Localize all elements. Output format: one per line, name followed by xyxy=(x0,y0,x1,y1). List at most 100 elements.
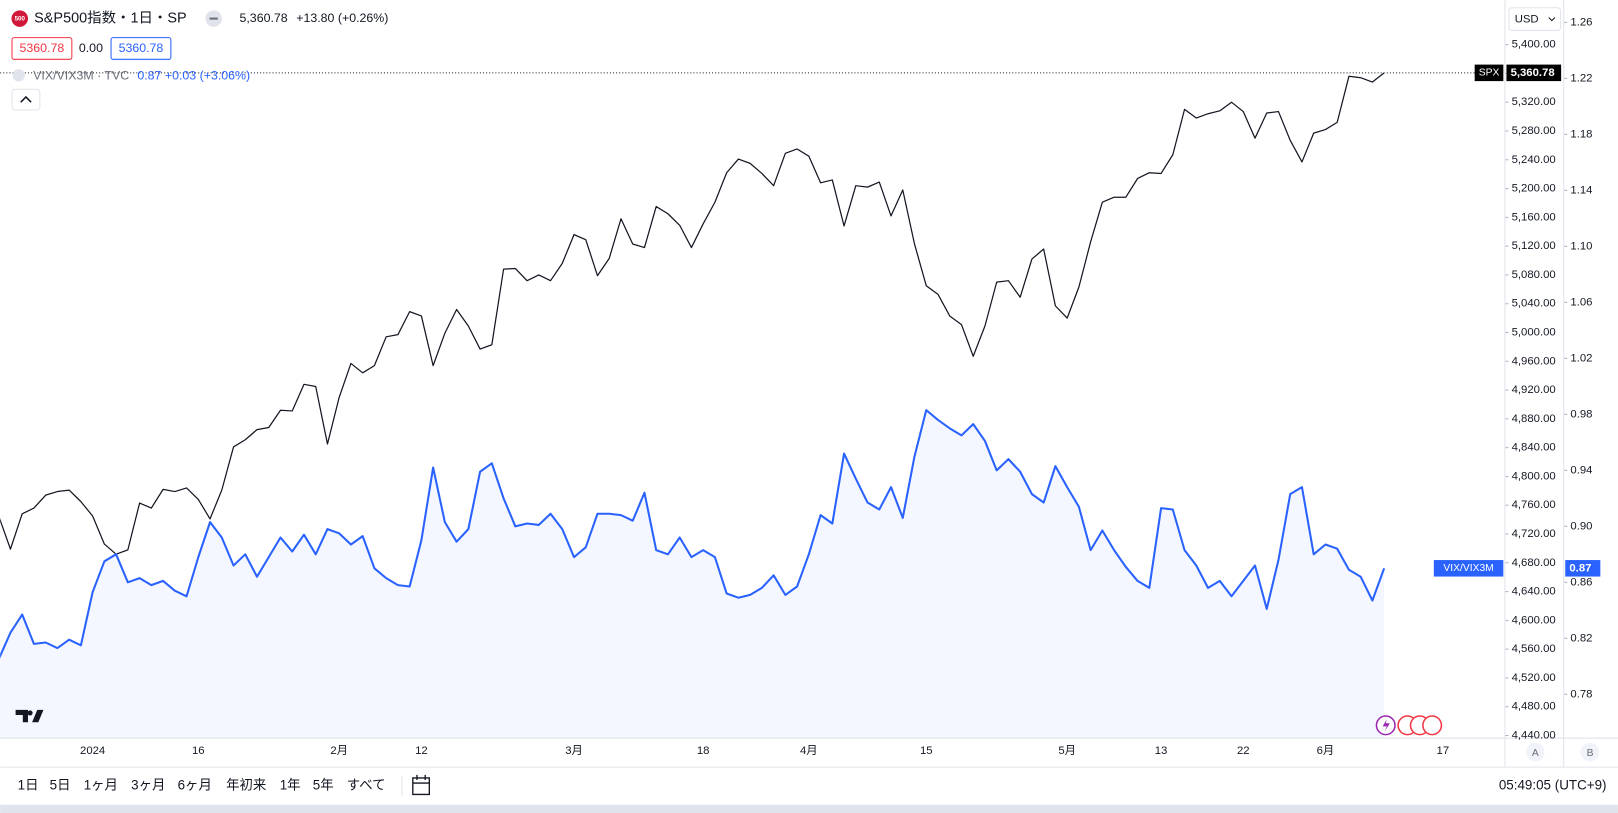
x-tick-label: 5月 xyxy=(1058,745,1076,757)
y-tick-label: 5,000.00 xyxy=(1512,326,1556,338)
x-tick-label: 13 xyxy=(1155,745,1168,757)
y-tick-label: 4,560.00 xyxy=(1512,643,1556,655)
series-tag xyxy=(1474,64,1504,82)
x-tick-label: 12 xyxy=(415,745,428,757)
range-button[interactable]: 5日 xyxy=(50,778,71,793)
y-tick-label: 4,880.00 xyxy=(1512,413,1556,425)
y-tick-label: 4,760.00 xyxy=(1512,499,1556,511)
ask-price: 5360.78 xyxy=(119,41,164,55)
y-tick-label: 5,320.00 xyxy=(1512,96,1556,108)
series-line xyxy=(0,72,1385,555)
y-tick-label: 4,920.00 xyxy=(1512,384,1556,396)
y2-tick-label: 1.06 xyxy=(1570,296,1592,308)
scale-button-label: B xyxy=(1587,748,1594,759)
plot-area xyxy=(0,72,1505,738)
bid-box[interactable] xyxy=(11,37,73,60)
y2-tick-label: 1.02 xyxy=(1570,352,1592,364)
range-button[interactable]: すべて xyxy=(347,778,386,793)
bottom-strip xyxy=(0,804,1618,813)
y2-tick-label: 0.90 xyxy=(1570,520,1592,532)
dropdown-caret xyxy=(1548,17,1556,22)
scale-button[interactable] xyxy=(1526,742,1545,762)
range-button[interactable]: 1年 xyxy=(280,778,301,793)
x-tick-label: 2月 xyxy=(330,745,348,757)
series-tag xyxy=(1433,560,1504,577)
y2-tick-label: 1.10 xyxy=(1570,240,1592,252)
last-value-label: 0.87 xyxy=(1569,562,1591,574)
tv-logo-dot xyxy=(27,710,33,716)
y-tick-label: 4,720.00 xyxy=(1512,528,1556,540)
price-change: +13.80 (+0.26%) xyxy=(296,11,388,25)
y2-tick-label: 0.94 xyxy=(1570,464,1592,476)
x-tick-label: 3月 xyxy=(565,745,583,757)
y2-tick-label: 0.78 xyxy=(1570,688,1592,700)
y2-tick-label: 0.82 xyxy=(1570,632,1592,644)
x-tick-label: 16 xyxy=(192,745,205,757)
y-tick-label: 4,600.00 xyxy=(1512,614,1556,626)
overlay-name[interactable]: VIX/VIX3M · TVC xyxy=(33,69,129,83)
range-button[interactable]: 年初来 xyxy=(226,778,266,793)
range-button[interactable]: 5年 xyxy=(313,778,334,793)
range-toolbar: 1日 5日 1ヶ月 3ヶ月 6ヶ月 年初来 1年 5年 すべて xyxy=(18,778,386,793)
y2-tick-label: 1.14 xyxy=(1570,184,1592,196)
range-button[interactable]: 6ヶ月 xyxy=(178,778,212,793)
last-price: 5,360.78 xyxy=(239,11,287,25)
y-tick-label: 5,120.00 xyxy=(1512,240,1556,252)
x-tick-label: 4月 xyxy=(800,745,818,757)
x-tick-label: 17 xyxy=(1437,745,1450,757)
last-value-box xyxy=(1506,64,1562,82)
currency-dropdown[interactable] xyxy=(1508,7,1562,31)
y-tick-label: 4,480.00 xyxy=(1512,701,1556,713)
range-button[interactable]: 3ヶ月 xyxy=(131,778,165,793)
scale-button[interactable] xyxy=(1580,742,1600,762)
y-tick-label: 5,280.00 xyxy=(1512,125,1556,137)
event-bolt xyxy=(1382,719,1390,732)
last-value-box xyxy=(1565,560,1601,577)
last-value-label: 5,360.78 xyxy=(1511,67,1555,79)
y-tick-label: 4,800.00 xyxy=(1512,470,1556,482)
symbol-icon xyxy=(11,10,28,27)
bid-price: 5360.78 xyxy=(20,41,65,55)
y2-tick-label: 0.86 xyxy=(1570,576,1592,588)
range-button[interactable]: 1ヶ月 xyxy=(84,778,118,793)
y-tick-label: 5,240.00 xyxy=(1512,154,1556,166)
clock: 05:49:05 (UTC+9) xyxy=(1499,778,1607,793)
minimize-icon xyxy=(209,17,218,20)
y2-tick-label: 1.18 xyxy=(1570,128,1592,140)
y-tick-label: 5,200.00 xyxy=(1512,183,1556,195)
y-tick-label: 4,680.00 xyxy=(1512,557,1556,569)
x-tick-label: 15 xyxy=(920,745,933,757)
x-tick-label: 18 xyxy=(697,745,710,757)
y-tick-label: 4,640.00 xyxy=(1512,586,1556,598)
collapse-button[interactable] xyxy=(11,88,41,111)
x-tick-label: 22 xyxy=(1237,745,1250,757)
flag-icon[interactable] xyxy=(1422,715,1443,736)
y2-tick-label: 1.26 xyxy=(1570,16,1592,28)
ask-box[interactable] xyxy=(110,37,172,60)
series-tag-label: SPX xyxy=(1479,68,1500,79)
range-button[interactable]: 1日 xyxy=(18,778,39,793)
y-tick-label: 4,520.00 xyxy=(1512,672,1556,684)
scale-button-label: A xyxy=(1532,748,1539,759)
y-tick-label: 4,960.00 xyxy=(1512,355,1556,367)
axes: 4,440.00 4,480.00 4,520.00 4,560.00 4,600.00… xyxy=(80,16,1592,757)
y-tick-label: 5,080.00 xyxy=(1512,269,1556,281)
tv-logo xyxy=(15,709,44,723)
x-tick-label: 6月 xyxy=(1317,745,1335,757)
y-tick-label: 4,440.00 xyxy=(1512,730,1556,742)
y-tick-label: 5,040.00 xyxy=(1512,298,1556,310)
symbol-title[interactable]: S&P500指数・1日・SP xyxy=(34,9,186,26)
calendar-icon[interactable] xyxy=(412,774,430,796)
currency-label: USD xyxy=(1515,14,1539,26)
overlay-icon xyxy=(12,69,25,82)
collapse-icon xyxy=(20,95,32,103)
y2-tick-label: 1.22 xyxy=(1570,72,1592,84)
series-area xyxy=(0,410,1385,738)
symbol-icon-text: 500 xyxy=(15,16,26,23)
series-tag-label: VIX/VIX3M xyxy=(1443,563,1493,574)
y-tick-label: 4,840.00 xyxy=(1512,442,1556,454)
y2-tick-label: 0.98 xyxy=(1570,408,1592,420)
